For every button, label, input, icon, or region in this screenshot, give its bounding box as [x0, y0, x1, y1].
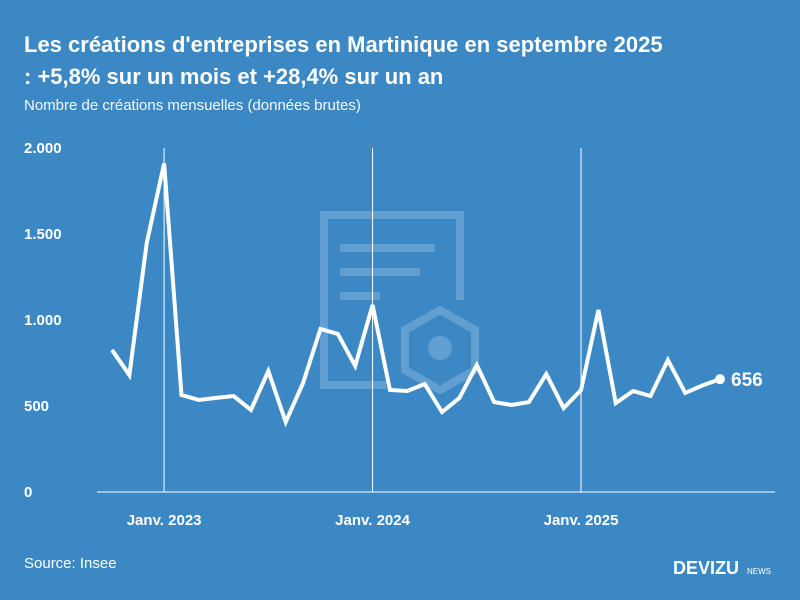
brand-suffix: NEWS: [747, 567, 771, 576]
chart-subtitle: Nombre de créations mensuelles (données …: [24, 97, 361, 114]
x-tick-label: Janv. 2025: [544, 512, 619, 529]
chart-title: : +5,8% sur un mois et +28,4% sur un an: [24, 64, 443, 89]
line: [110, 163, 721, 428]
y-tick-label: 2.000: [24, 140, 62, 157]
y-tick-label: 0: [24, 484, 32, 501]
y-tick-label: 1.000: [24, 312, 62, 329]
source: Source: Insee: [24, 555, 117, 572]
x-tick-label: Janv. 2023: [127, 512, 202, 529]
watermark: [320, 211, 479, 395]
y-tick-label: 1.500: [24, 226, 62, 243]
brand: DEVIZU: [673, 558, 739, 578]
chart-title: Les créations d'entreprises en Martiniqu…: [24, 32, 663, 57]
x-tick-label: Janv. 2024: [335, 512, 410, 529]
y-tick-label: 500: [24, 398, 49, 415]
end-point: [715, 374, 725, 385]
end-label: 656: [731, 370, 763, 391]
